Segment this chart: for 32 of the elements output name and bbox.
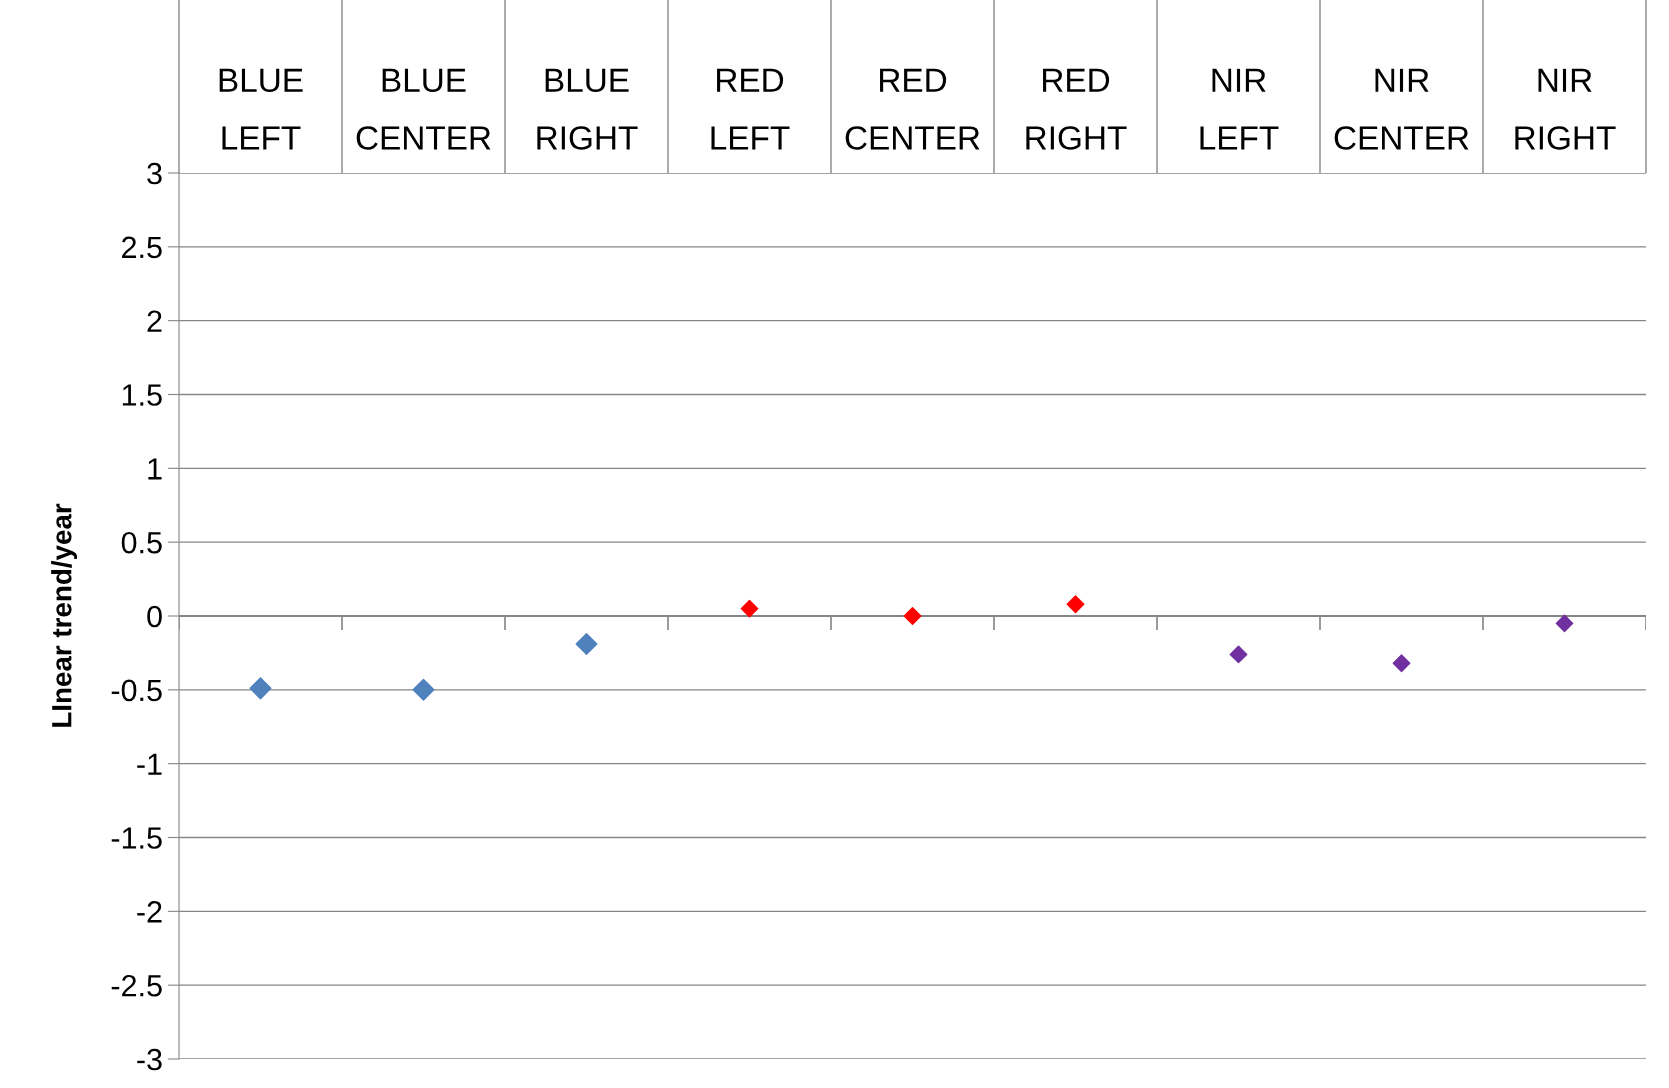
y-tick-label: 3	[147, 162, 162, 185]
point	[903, 607, 922, 625]
point	[1555, 614, 1574, 633]
y-tick-label: 1.5	[122, 384, 162, 406]
x-tick-label: NIR LEFT	[1200, 68, 1279, 150]
point	[249, 677, 272, 700]
x-tick-label: RED LEFT	[711, 68, 790, 150]
point	[740, 599, 759, 618]
y-tick-label: 0	[147, 605, 162, 628]
y-tick-label: -1.5	[111, 827, 162, 849]
x-tick-label: NIR CENTER	[1334, 68, 1469, 150]
y-tick-label: -2	[137, 901, 162, 923]
x-tick-label: RED RIGHT	[1026, 68, 1127, 150]
point	[1229, 645, 1248, 664]
y-tick-label: 1	[148, 458, 162, 480]
y-axis-title: LInear trend/year	[51, 503, 78, 727]
x-tick-label: BLUE RIGHT	[537, 68, 638, 150]
y-tick-label: 2	[147, 310, 162, 332]
x-tick-label: BLUE LEFT	[219, 68, 303, 150]
point	[1392, 654, 1411, 673]
y-tick-label: -1	[137, 753, 162, 775]
y-tick-label: -0.5	[111, 679, 162, 702]
point	[575, 633, 598, 656]
point	[1066, 595, 1085, 614]
y-tick-label: 2.5	[122, 236, 162, 259]
y-tick-label: -3	[137, 1048, 162, 1071]
y-tick-label: 0.5	[121, 531, 162, 554]
x-tick-label: RED CENTER	[845, 68, 980, 150]
x-tick-label: NIR RIGHT	[1515, 68, 1616, 150]
y-tick-label: -2.5	[111, 974, 162, 997]
point	[412, 678, 435, 701]
x-tick-label: BLUE CENTER	[356, 68, 491, 150]
